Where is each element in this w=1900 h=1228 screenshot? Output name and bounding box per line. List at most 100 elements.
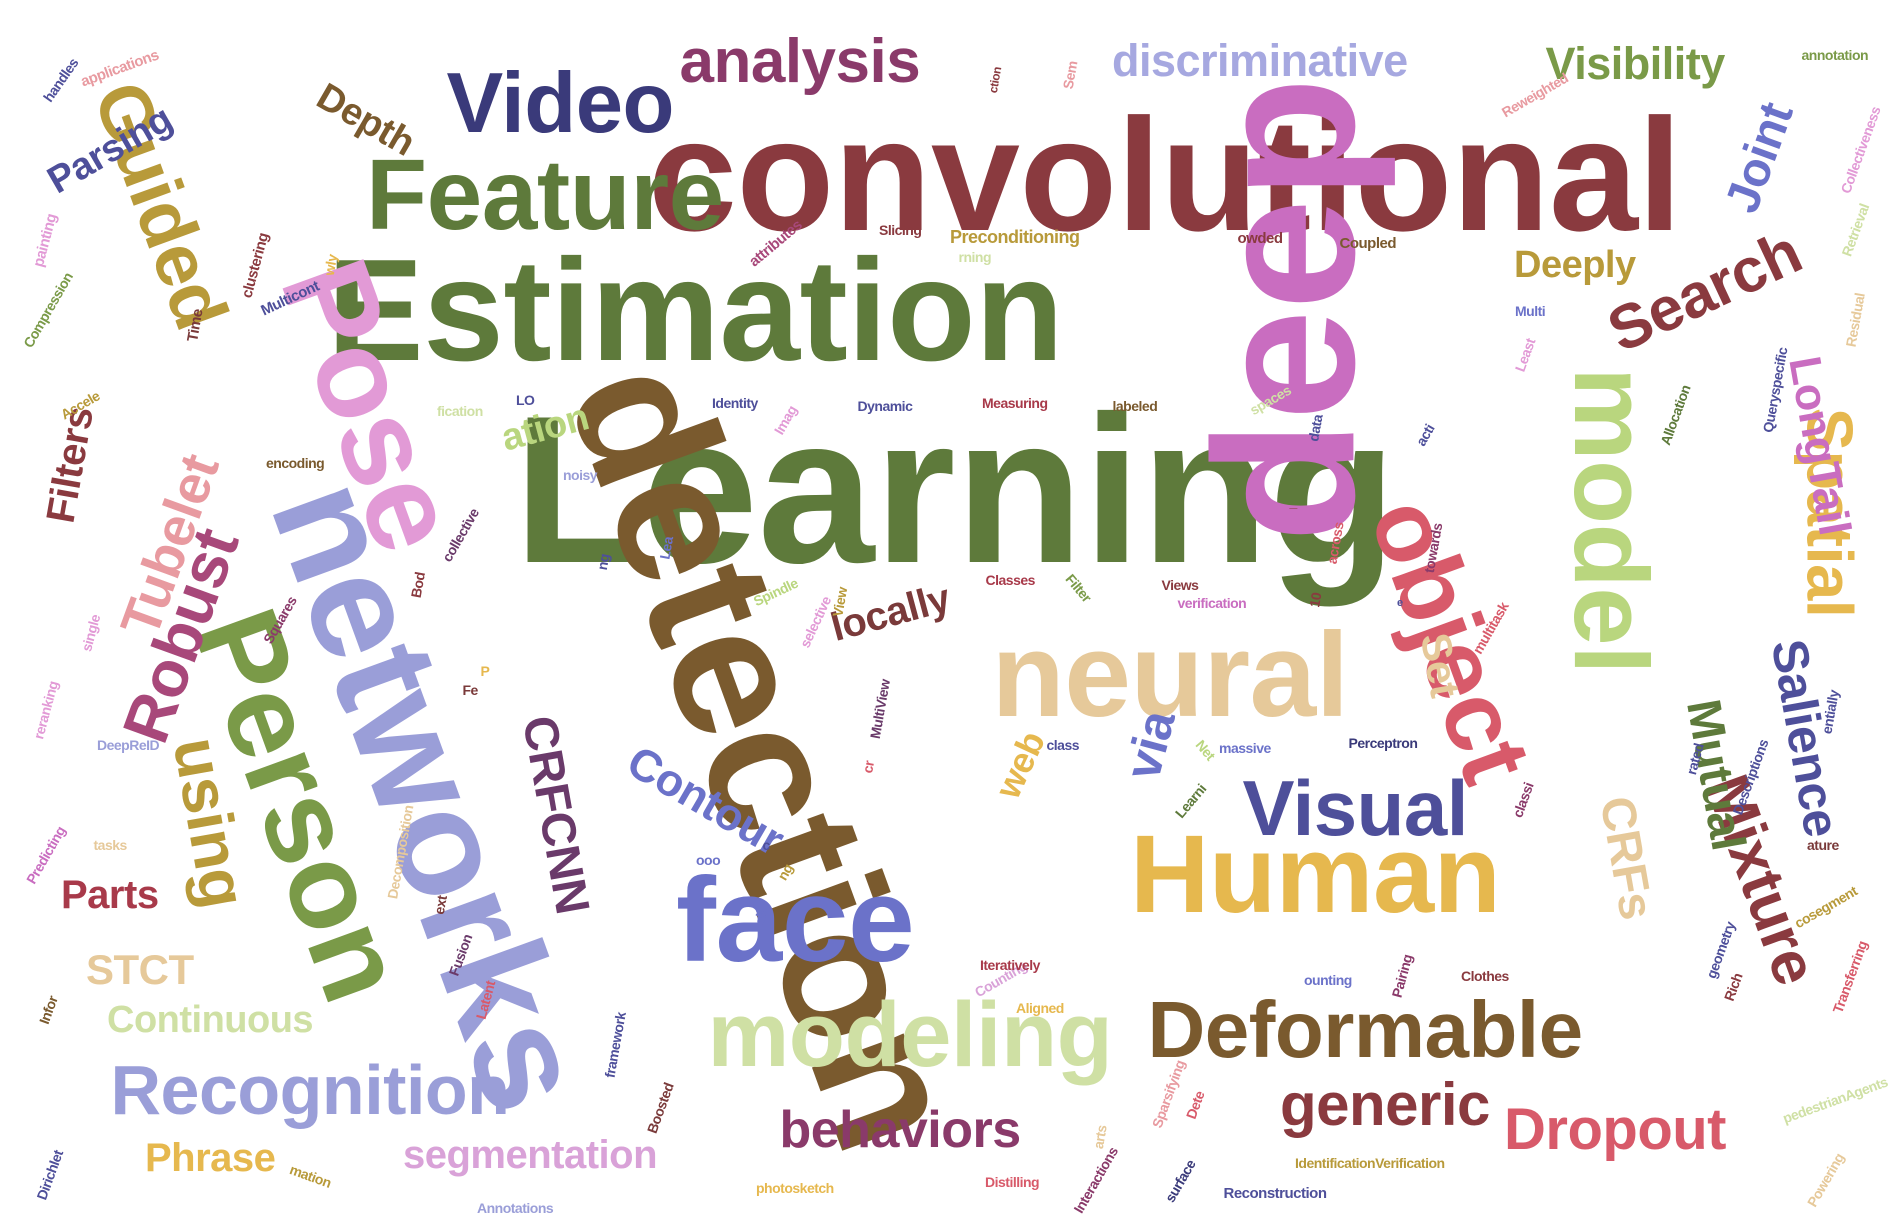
word-massive: massive xyxy=(1219,740,1271,756)
word-surface: surface xyxy=(1161,1156,1199,1206)
word-measuring: Measuring xyxy=(982,395,1048,411)
word-boosted: Boosted xyxy=(643,1080,677,1136)
word-dirichlet: Dirichlet xyxy=(33,1148,67,1202)
word-framework: framework xyxy=(601,1010,629,1080)
word-retrieval: Retrieval xyxy=(1837,201,1872,259)
word-clothes: Clothes xyxy=(1461,968,1509,984)
word-classes: Classes xyxy=(985,572,1036,588)
word-ng: ng xyxy=(593,552,613,572)
word-face: face xyxy=(676,853,915,987)
word-single: single xyxy=(77,612,103,654)
word-segmentation: segmentation xyxy=(403,1133,658,1177)
word-encoding: encoding xyxy=(266,455,325,471)
word-painting: painting xyxy=(29,211,61,269)
word-tasks: tasks xyxy=(93,837,128,853)
word-data: data xyxy=(1304,413,1326,443)
word-preconditioning: Preconditioning xyxy=(950,227,1080,247)
word-multi: Multi xyxy=(1515,303,1546,319)
word-verification: verification xyxy=(1177,595,1247,611)
word-10: 10 xyxy=(1305,591,1324,609)
word-p: P xyxy=(480,663,490,679)
word-neural: neural xyxy=(991,608,1350,742)
word-identity: Identity xyxy=(712,395,758,411)
word-views: Views xyxy=(1161,577,1199,593)
word-visibility: Visibility xyxy=(1545,37,1726,89)
word-powering: Powering xyxy=(1803,1150,1847,1210)
word-convolutional: convolutional xyxy=(648,85,1682,264)
word-annotations: Annotations xyxy=(477,1200,554,1216)
word-pedestrianagents: pedestrianAgents xyxy=(1780,1073,1890,1127)
word-rich: Rich xyxy=(1720,970,1746,1004)
word-visual: Visual xyxy=(1242,764,1469,852)
word-oll: oll xyxy=(750,909,770,927)
word-interactions: Interactions xyxy=(1069,1144,1121,1216)
word-modeling: modeling xyxy=(707,984,1113,1086)
word-crfs: CRFs xyxy=(1588,792,1663,924)
word-salience: Salience xyxy=(1760,635,1850,841)
word-annotation: annotation xyxy=(1801,47,1869,63)
word-generic: generic xyxy=(1280,1071,1490,1138)
word-lea: Lea xyxy=(655,535,676,561)
word-ounting: ounting xyxy=(1304,972,1352,988)
word-deformable: Deformable xyxy=(1147,985,1584,1074)
word-bod: Bod xyxy=(407,570,428,600)
word-reconstruction: Reconstruction xyxy=(1223,1184,1328,1202)
word-lo: LO xyxy=(516,392,535,408)
word-set: Set xyxy=(1411,629,1470,701)
word-stct: STCT xyxy=(86,946,194,993)
word-continuous: Continuous xyxy=(107,999,314,1041)
word-wly: wly xyxy=(320,253,340,277)
word-classi: classi xyxy=(1509,780,1537,820)
word-handles: handles xyxy=(39,55,81,105)
word-dete: Dete xyxy=(1182,1088,1208,1122)
word-aligned: Aligned xyxy=(1016,1000,1064,1016)
word-compression: Compression xyxy=(20,269,76,351)
word-photosketch: photosketch xyxy=(756,1180,834,1196)
word-rning: rning xyxy=(958,249,992,265)
word-c: c xyxy=(762,837,771,853)
word-mation: mation xyxy=(287,1161,333,1191)
word-multiview: MultiView xyxy=(866,678,893,740)
word-deeply: Deeply xyxy=(1514,244,1636,286)
word-deep: deep xyxy=(1172,77,1396,543)
word-human: Human xyxy=(1130,813,1501,936)
word-least: Least xyxy=(1511,336,1539,374)
word-noisy: noisy xyxy=(563,467,598,483)
word-parts: Parts xyxy=(61,873,159,917)
word-video: Video xyxy=(446,55,675,151)
word-residual: Residual xyxy=(1842,291,1868,349)
word-discriminative: discriminative xyxy=(1112,34,1408,86)
word-collectiveness: Collectiveness xyxy=(1836,104,1884,196)
word-infor: Infor xyxy=(35,993,61,1027)
word-coupled: Coupled xyxy=(1339,234,1397,252)
word-behaviors: behaviors xyxy=(779,1101,1022,1159)
word-underscore: _ xyxy=(1289,494,1298,510)
word-dropout: Dropout xyxy=(1504,1097,1727,1162)
word-slicing: Slicing xyxy=(879,222,922,238)
word-distilling: Distilling xyxy=(985,1174,1040,1190)
word-iteratively: Iteratively xyxy=(980,957,1040,973)
word-analysis: analysis xyxy=(679,27,921,96)
word-joint: Joint xyxy=(1715,96,1804,220)
word-dynamic: Dynamic xyxy=(857,398,913,414)
word-cr: cr xyxy=(859,759,878,775)
word-feature: Feature xyxy=(366,139,724,251)
word-labeled: labeled xyxy=(1112,398,1158,414)
word-ature: ature xyxy=(1807,837,1839,853)
word-mutual: Mutual xyxy=(1676,695,1755,855)
word-estimation: Estimation xyxy=(327,228,1064,391)
word-fication: fication xyxy=(437,403,483,419)
word-identificationverification: IdentificationVerification xyxy=(1295,1155,1445,1171)
word-class: class xyxy=(1046,737,1080,753)
word-recognition: Recognition xyxy=(110,1051,510,1129)
word-reranking: reranking xyxy=(29,679,61,741)
word-perceptron: Perceptron xyxy=(1348,735,1418,751)
word-fe: Fe xyxy=(462,682,479,698)
word-owded: owded xyxy=(1237,229,1284,247)
word-filters: Filters xyxy=(37,403,102,527)
word-model: model xyxy=(1551,366,1669,674)
word-ooo: ooo xyxy=(696,852,721,868)
word-e: e xyxy=(1397,596,1403,609)
word-deepreid: DeepReID xyxy=(97,737,160,753)
word-phrase: Phrase xyxy=(145,1136,276,1180)
